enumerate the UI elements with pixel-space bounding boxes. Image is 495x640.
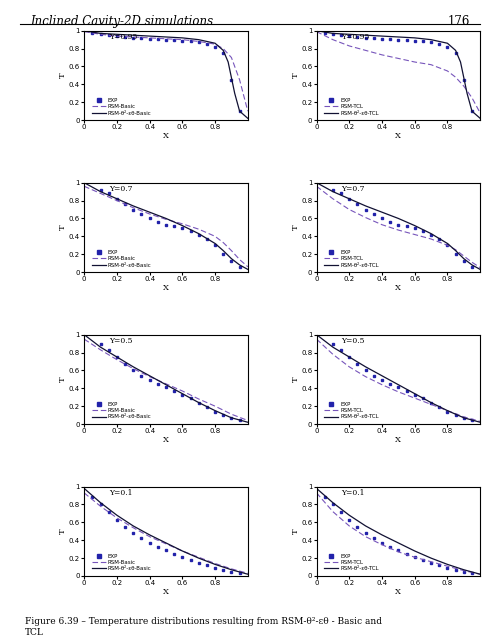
Text: Y=0.5: Y=0.5 (341, 337, 364, 346)
Y-axis label: T: T (292, 72, 299, 78)
Legend: EXP, RSM-Basic, RSM-θ²-εθ-Basic: EXP, RSM-Basic, RSM-θ²-εθ-Basic (92, 98, 151, 116)
X-axis label: X: X (163, 588, 169, 596)
Y-axis label: T: T (59, 72, 67, 78)
X-axis label: X: X (396, 284, 401, 292)
Legend: EXP, RSM-TCL, RSM-θ²-εθ-TCL: EXP, RSM-TCL, RSM-θ²-εθ-TCL (324, 402, 379, 419)
Y-axis label: T: T (292, 376, 299, 382)
Text: 176: 176 (448, 15, 470, 28)
Text: Y=0.95: Y=0.95 (341, 33, 369, 42)
X-axis label: X: X (396, 132, 401, 140)
Text: Y=0.1: Y=0.1 (341, 490, 364, 497)
Text: Inclined Cavity-2D simulations: Inclined Cavity-2D simulations (30, 15, 213, 28)
Text: Figure 6.39 – Temperature distributions resulting from RSM-θ²-εθ - Basic and
TCL: Figure 6.39 – Temperature distributions … (25, 618, 382, 637)
Text: Y=0.1: Y=0.1 (109, 490, 132, 497)
Y-axis label: T: T (59, 225, 67, 230)
X-axis label: X: X (396, 588, 401, 596)
Y-axis label: T: T (59, 376, 67, 382)
Text: Y=0.7: Y=0.7 (109, 186, 132, 193)
Y-axis label: T: T (59, 529, 67, 534)
X-axis label: X: X (163, 284, 169, 292)
Legend: EXP, RSM-Basic, RSM-θ²-εθ-Basic: EXP, RSM-Basic, RSM-θ²-εθ-Basic (92, 402, 151, 419)
Text: Y=0.7: Y=0.7 (341, 186, 364, 193)
Text: Y=0.95: Y=0.95 (109, 33, 137, 42)
Legend: EXP, RSM-TCL, RSM-θ²-εθ-TCL: EXP, RSM-TCL, RSM-θ²-εθ-TCL (324, 98, 379, 116)
Y-axis label: T: T (292, 529, 299, 534)
Legend: EXP, RSM-TCL, RSM-θ²-εθ-TCL: EXP, RSM-TCL, RSM-θ²-εθ-TCL (324, 554, 379, 572)
X-axis label: X: X (396, 436, 401, 444)
Text: Y=0.5: Y=0.5 (109, 337, 132, 346)
Legend: EXP, RSM-Basic, RSM-θ²-εθ-Basic: EXP, RSM-Basic, RSM-θ²-εθ-Basic (92, 250, 151, 268)
Y-axis label: T: T (292, 225, 299, 230)
Legend: EXP, RSM-Basic, RSM-θ²-εθ-Basic: EXP, RSM-Basic, RSM-θ²-εθ-Basic (92, 554, 151, 572)
Legend: EXP, RSM-TCL, RSM-θ²-εθ-TCL: EXP, RSM-TCL, RSM-θ²-εθ-TCL (324, 250, 379, 268)
X-axis label: X: X (163, 436, 169, 444)
X-axis label: X: X (163, 132, 169, 140)
